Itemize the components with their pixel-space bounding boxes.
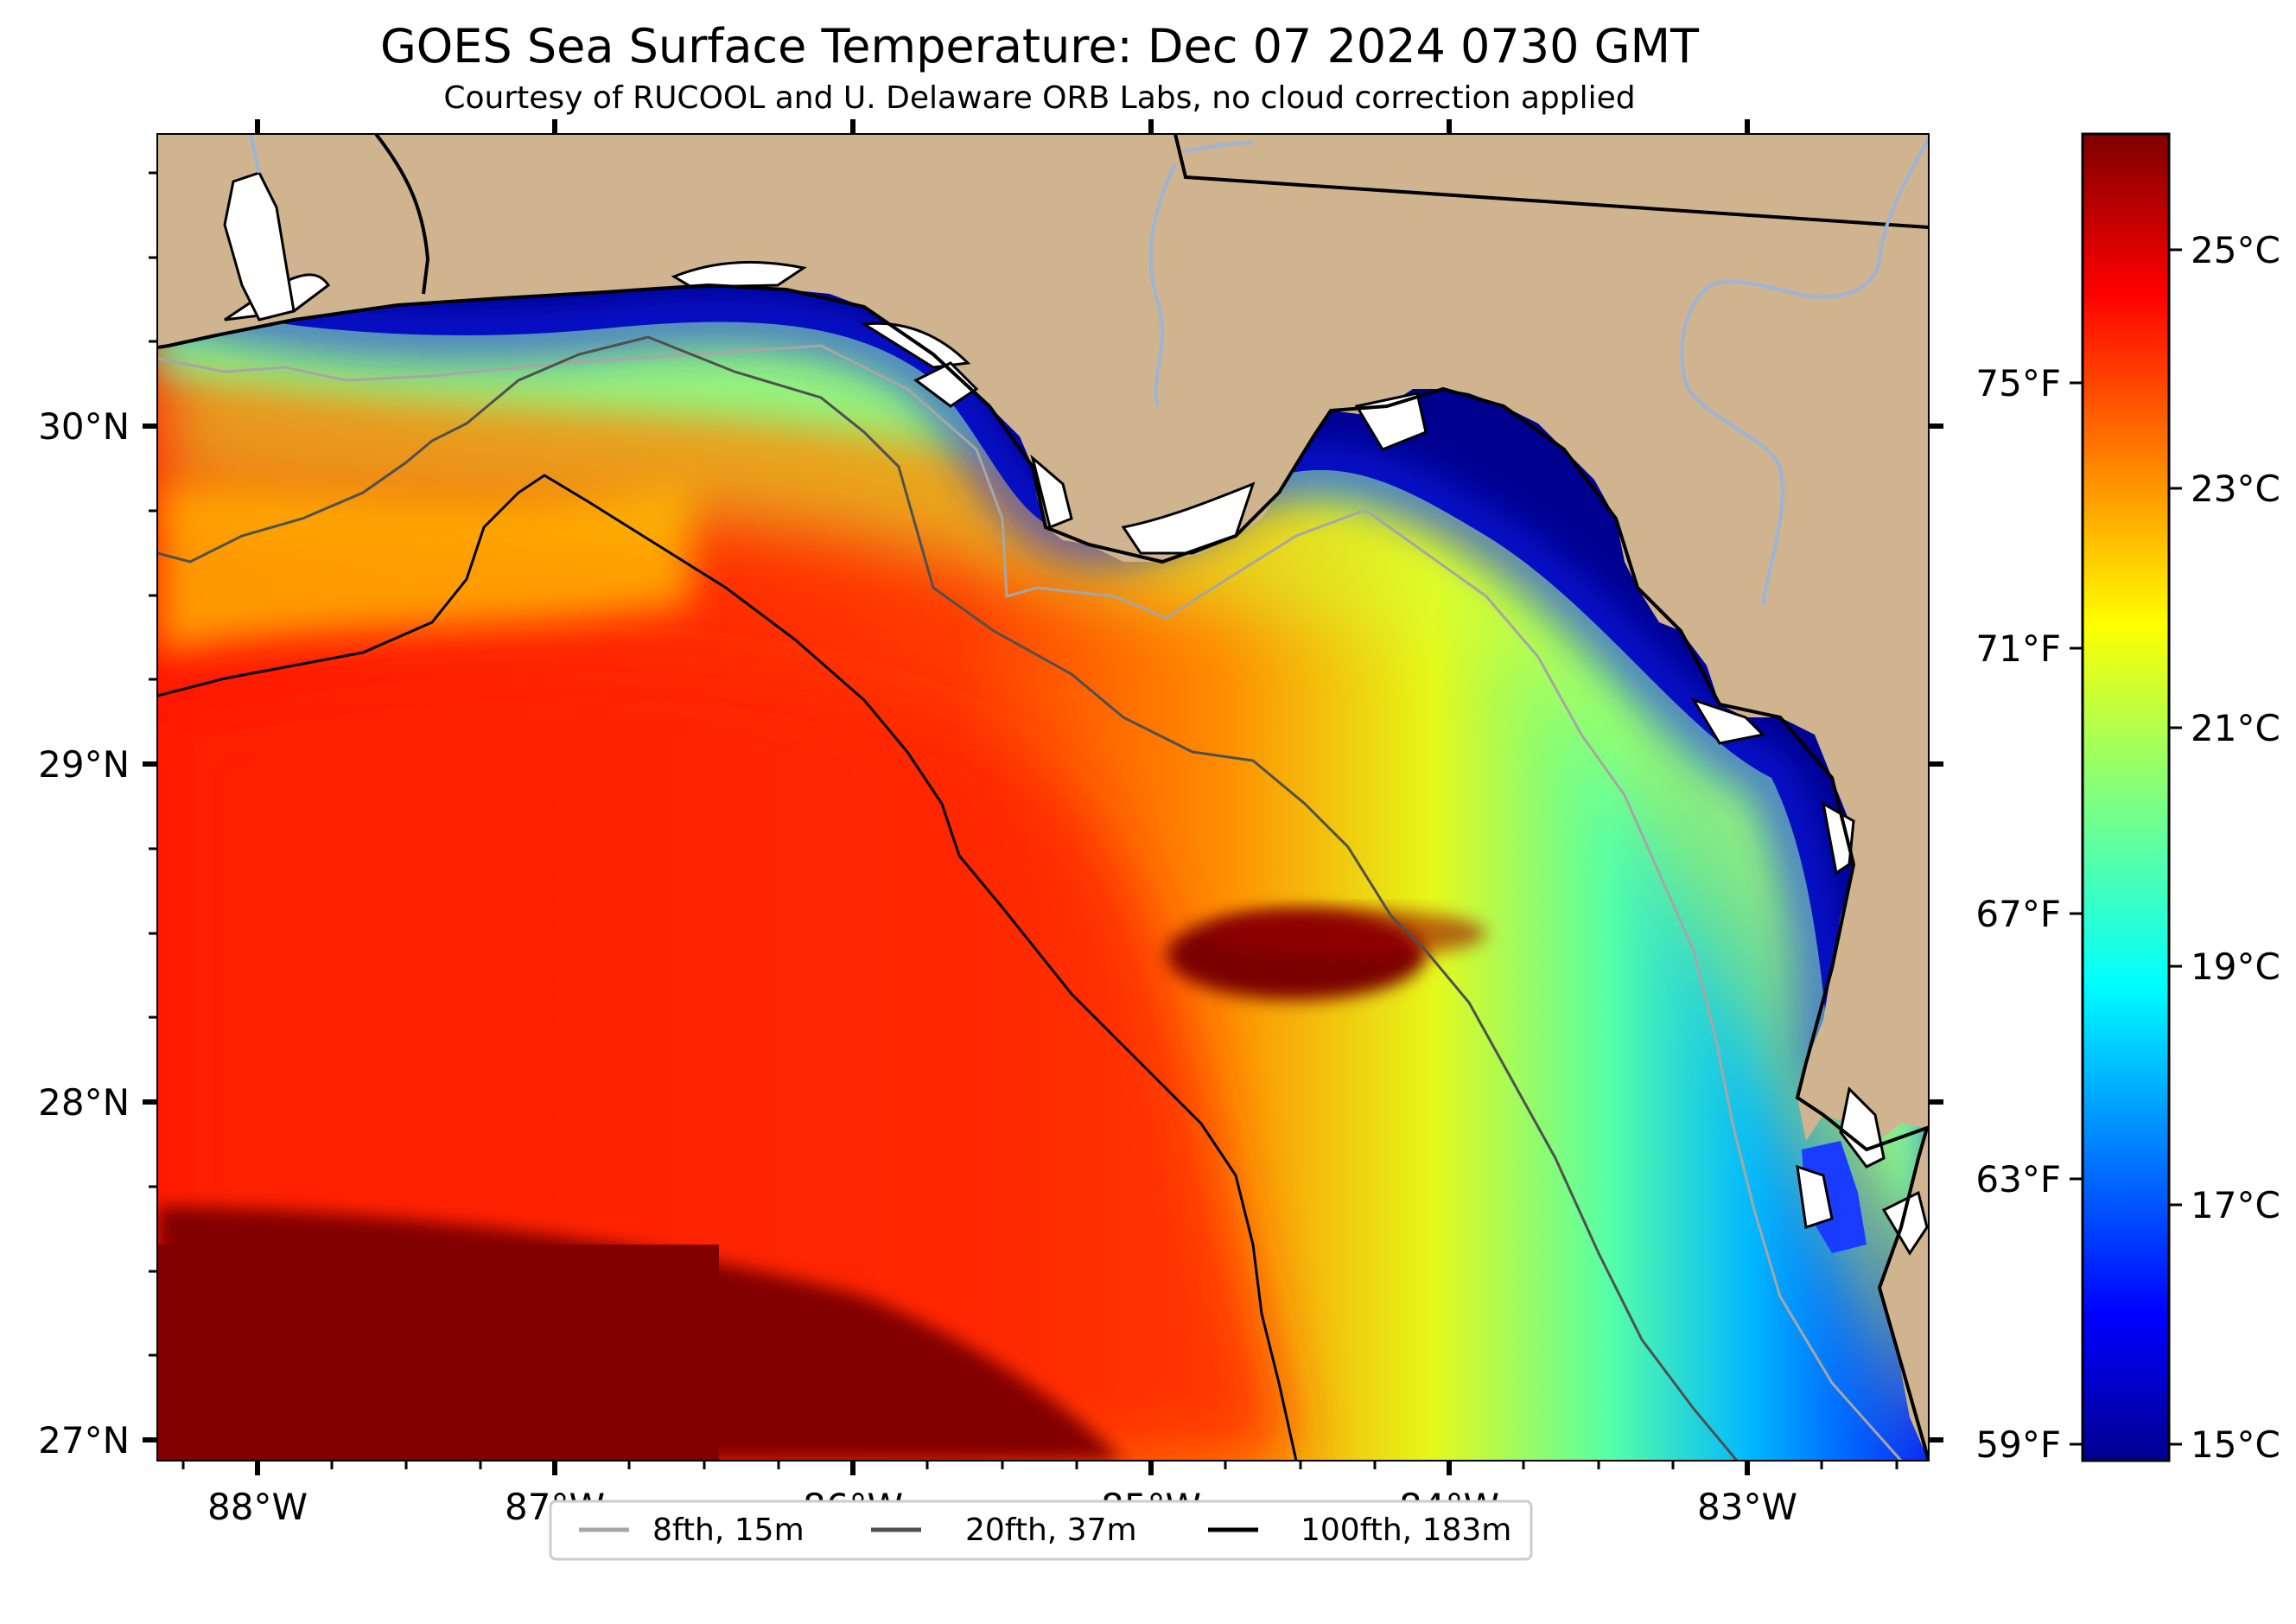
lat-label-30n: 30°N bbox=[38, 405, 130, 448]
map-panel bbox=[157, 134, 1929, 1461]
state-boundary-west bbox=[374, 134, 430, 295]
legend-label-100fth: 100fth, 183m bbox=[1301, 1513, 1511, 1548]
lat-label-28n: 28°N bbox=[38, 1081, 130, 1124]
f-label-63: 63°F bbox=[1975, 1158, 2061, 1200]
rivers bbox=[249, 134, 1929, 606]
legend-label-20fth: 20fth, 37m bbox=[965, 1513, 1137, 1548]
land-mass bbox=[157, 134, 1929, 1461]
cb-label-17c: 17°C bbox=[2191, 1184, 2280, 1226]
f-label-67: 67°F bbox=[1975, 893, 2061, 935]
map-frame bbox=[156, 133, 1930, 1462]
cb-label-23c: 23°C bbox=[2191, 468, 2280, 510]
map-subtitle: Courtesy of RUCOOL and U. Delaware ORB L… bbox=[443, 80, 1635, 116]
lon-label-88w: 88°W bbox=[207, 1486, 308, 1528]
f-label-59: 59°F bbox=[1975, 1423, 2061, 1466]
lat-labels: 30°N 29°N 28°N 27°N bbox=[38, 405, 130, 1462]
legend-entry-8fth: 8fth, 15m bbox=[579, 1513, 805, 1548]
f-label-71: 71°F bbox=[1975, 627, 2061, 670]
legend-label-8fth: 8fth, 15m bbox=[652, 1513, 805, 1548]
isobath-100fth bbox=[157, 474, 1298, 1461]
lon-tick-marks bbox=[255, 119, 1750, 1475]
cb-label-19c: 19°C bbox=[2191, 946, 2280, 988]
coastline bbox=[157, 283, 1929, 1461]
legend-entry-100fth: 100fth, 183m bbox=[1208, 1513, 1511, 1548]
lon-label-83w: 83°W bbox=[1697, 1486, 1797, 1528]
colorbar-gradient bbox=[2081, 132, 2171, 1462]
cb-label-21c: 21°C bbox=[2191, 707, 2280, 749]
lat-label-27n: 27°N bbox=[38, 1419, 130, 1462]
f-label-75: 75°F bbox=[1975, 362, 2061, 404]
legend: 8fth, 15m 20fth, 37m 100fth, 183m bbox=[549, 1500, 1533, 1561]
legend-box bbox=[549, 1500, 1533, 1561]
minor-ticks bbox=[149, 171, 1898, 1469]
map-title: GOES Sea Surface Temperature: Dec 07 202… bbox=[380, 19, 1700, 73]
colorbar: 25°C 23°C 21°C 19°C 17°C 15°C bbox=[2081, 132, 2280, 1466]
legend-entry-20fth: 20fth, 37m bbox=[871, 1513, 1137, 1548]
isobath-20fth bbox=[157, 335, 1739, 1461]
no-data-patches bbox=[223, 171, 1929, 1256]
cb-label-25c: 25°C bbox=[2191, 229, 2280, 271]
cb-label-15c: 15°C bbox=[2191, 1423, 2280, 1466]
lat-label-29n: 29°N bbox=[38, 743, 130, 786]
lat-tick-marks bbox=[143, 424, 1943, 1442]
fahrenheit-labels: 75°F 71°F 67°F 63°F 59°F bbox=[1975, 362, 2083, 1466]
state-boundary bbox=[1173, 134, 1929, 229]
